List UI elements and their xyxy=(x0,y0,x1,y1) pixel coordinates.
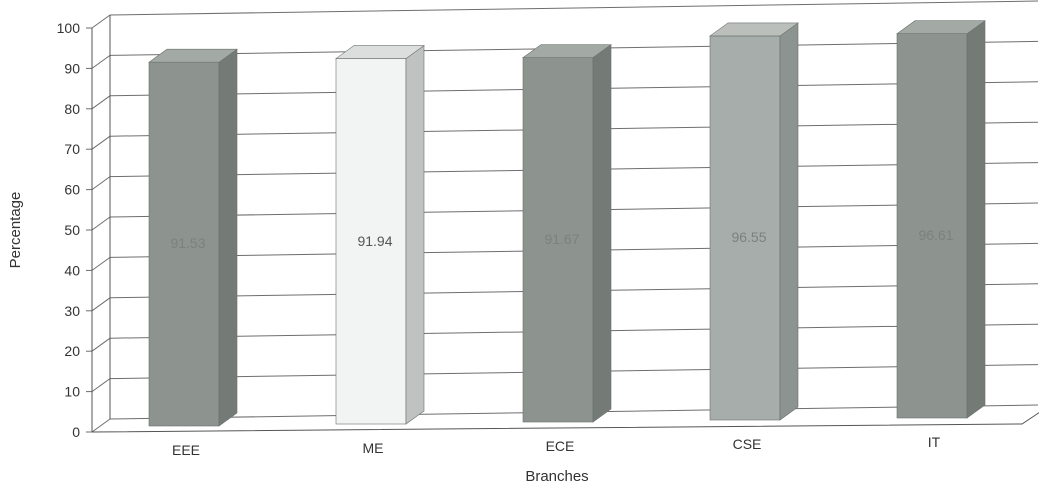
bar-top-me xyxy=(335,45,425,59)
data-label: 91.94 xyxy=(357,233,392,249)
y-tick-label: 30 xyxy=(64,303,80,319)
gridline-side xyxy=(91,378,111,393)
x-tick-label: CSE xyxy=(733,436,762,452)
bar-side-it xyxy=(966,20,986,419)
floor-front-edge xyxy=(91,412,1039,433)
x-tick-label: EEE xyxy=(172,442,200,458)
y-tick-label: 80 xyxy=(64,101,80,117)
bar-side-ece xyxy=(592,44,612,423)
bar-top-ece xyxy=(522,44,612,58)
gridline-side xyxy=(91,14,111,29)
y-tick-label: 90 xyxy=(64,60,80,76)
data-label: 91.53 xyxy=(170,235,205,251)
x-tick-label: ME xyxy=(363,440,384,456)
data-label: 96.55 xyxy=(731,229,766,245)
gridline-side xyxy=(91,297,111,312)
data-label: 91.67 xyxy=(544,231,579,247)
data-label: 96.61 xyxy=(918,227,953,243)
bar-cse xyxy=(709,35,781,421)
labels-layer: 91.53 EEE 91.94 ME 91.67 ECE 96.55 CSE 96.61 IT xyxy=(170,227,953,458)
gridline-side xyxy=(91,216,111,231)
gridline-side xyxy=(91,54,111,69)
bar-top-eee xyxy=(148,48,238,63)
x-tick-label: ECE xyxy=(546,438,575,454)
gridline-side xyxy=(91,418,111,433)
y-tick-label: 100 xyxy=(57,20,81,36)
bars-layer xyxy=(148,20,986,427)
x-axis-label: Branches xyxy=(525,468,588,485)
bar-ece xyxy=(522,57,594,423)
gridline-side xyxy=(91,337,111,352)
bar-side-cse xyxy=(779,22,799,421)
gridline-side xyxy=(91,256,111,271)
y-tick-label: 70 xyxy=(64,141,80,157)
bar-top-it xyxy=(896,20,986,34)
bar-side-me xyxy=(405,44,425,425)
gridline xyxy=(109,0,1039,16)
bar-side-eee xyxy=(218,48,238,427)
bar-top-cse xyxy=(709,22,799,37)
x-tick-label: IT xyxy=(928,434,941,450)
y-tick-label: 50 xyxy=(64,222,80,238)
y-tick-label: 60 xyxy=(64,182,80,198)
gridline-side xyxy=(91,176,111,191)
axis-layer: 0 10 20 30 40 50 60 70 80 90 100 xyxy=(57,15,1039,440)
y-axis-label: Percentage xyxy=(7,192,24,269)
bar-me xyxy=(335,58,407,425)
y-tick-label: 40 xyxy=(64,262,80,278)
y-tick-label: 20 xyxy=(64,343,80,359)
gridline-side xyxy=(91,135,111,150)
gridline-side xyxy=(91,95,111,110)
y-tick-label: 10 xyxy=(64,384,80,400)
bar-eee xyxy=(148,61,220,427)
bar-it xyxy=(896,33,968,419)
y-tick-label: 0 xyxy=(72,424,80,440)
